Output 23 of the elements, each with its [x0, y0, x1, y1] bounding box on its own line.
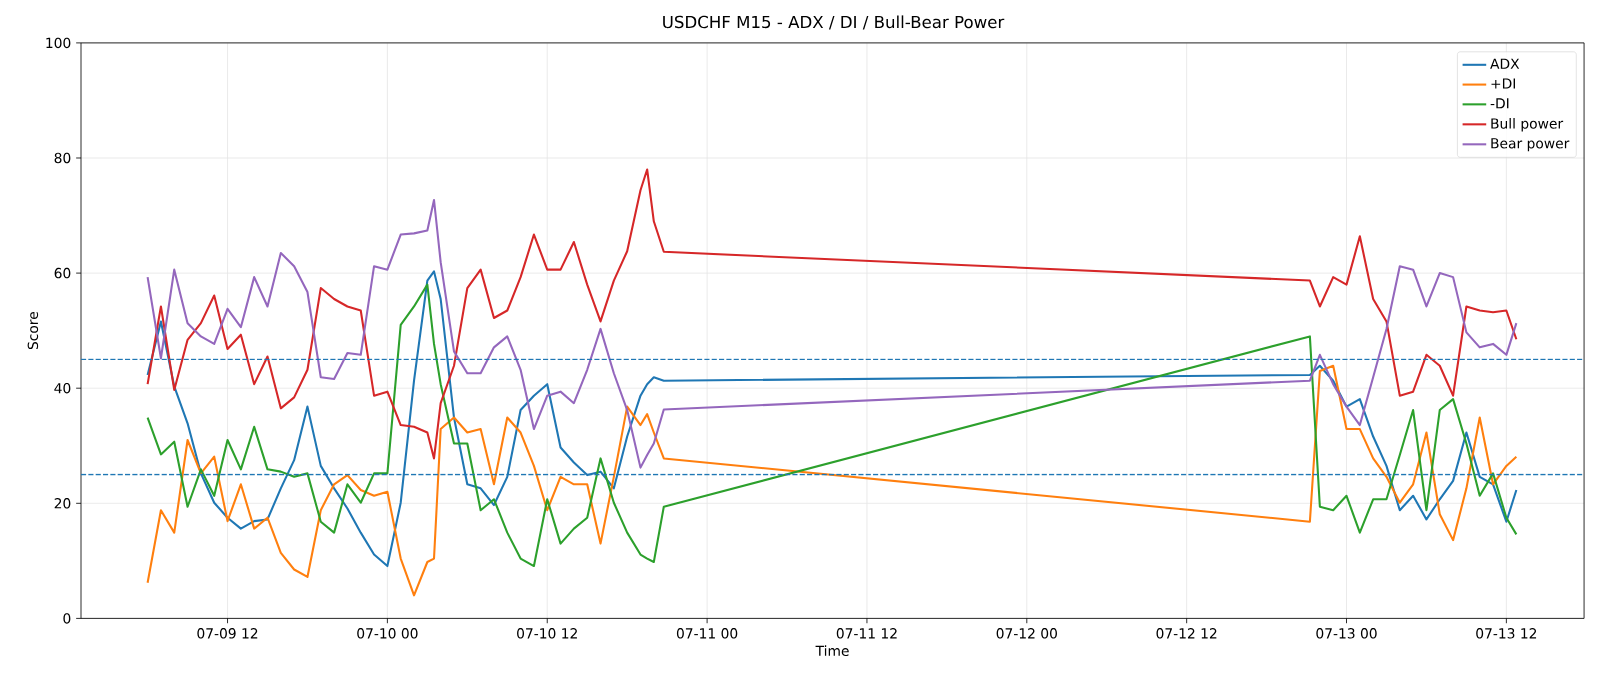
y-tick-label: 60 [54, 267, 71, 279]
x-tick-label: 07-13 12 [1476, 628, 1537, 639]
legend-label: Bear power [1491, 138, 1570, 152]
x-tick-label: 07-11 00 [676, 628, 738, 639]
chart-title: USDCHF M15 - ADX / DI / Bull-Bear Power [663, 15, 1005, 30]
x-tick-label: 07-11 12 [836, 628, 897, 639]
y-axis-title: Score [27, 311, 39, 350]
y-tick-label: 0 [63, 613, 71, 624]
x-tick-label: 07-10 00 [357, 628, 418, 639]
y-tick-label: 80 [54, 152, 71, 164]
legend-label: +DI [1491, 78, 1515, 89]
y-tick-label: 20 [54, 498, 71, 509]
x-tick-label: 07-13 00 [1316, 628, 1377, 639]
y-tick-label: 100 [46, 37, 71, 49]
x-tick-label: 07-10 12 [517, 628, 577, 639]
y-tick-label: 40 [54, 382, 71, 394]
legend-label: -DI [1490, 98, 1509, 109]
x-tick-label: 07-12 00 [996, 628, 1057, 639]
legend-label: Bull power [1491, 118, 1564, 132]
x-tick-label: 07-09 12 [197, 628, 258, 639]
x-axis-title: Time [815, 645, 849, 657]
legend-label: ADX [1490, 58, 1520, 69]
x-tick-label: 07-12 12 [1156, 628, 1217, 639]
